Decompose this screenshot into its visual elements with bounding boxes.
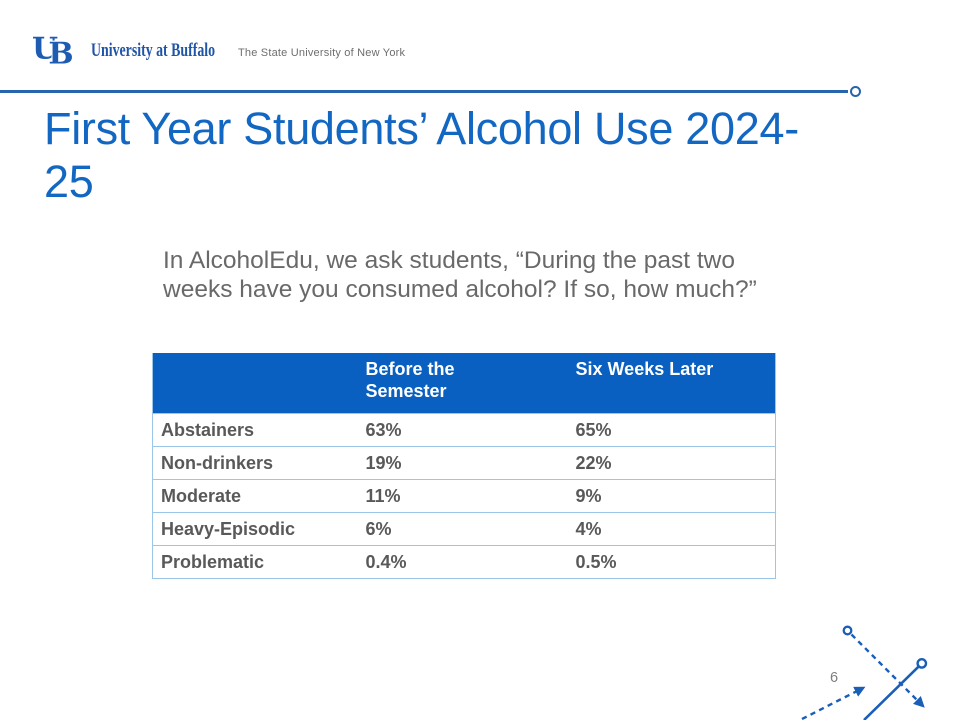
table-row: Non-drinkers 19% 22% [152,446,776,480]
logo-tagline: The State University of New York [238,47,406,59]
column-header-before: Before the Semester [357,353,568,414]
value-later: 9% [567,479,776,513]
value-before: 63% [357,413,568,447]
page-number: 6 [830,670,839,686]
column-header-empty [152,353,358,414]
value-later: 65% [567,413,776,447]
value-before: 6% [357,512,568,546]
header-divider-line [0,90,848,93]
divider-end-circle-icon [850,85,861,97]
alcohol-use-table: Before the Semester Six Weeks Later Abst… [152,353,776,579]
crossed-arrows-icon [801,625,928,720]
table-header-row: Before the Semester Six Weeks Later [152,353,776,414]
value-before: 0.4% [357,545,568,579]
value-later: 0.5% [567,545,776,579]
svg-text:B: B [48,36,73,65]
row-label: Problematic [152,545,358,579]
table-row: Problematic 0.4% 0.5% [152,545,776,579]
value-before: 11% [357,479,568,513]
logo-wordmark: University at Buffalo [91,40,216,61]
table-row: Moderate 11% 9% [152,479,776,513]
row-label: Heavy-Episodic [152,512,358,546]
row-label: Moderate [152,479,358,513]
value-before: 19% [357,446,568,480]
row-label: Non-drinkers [152,446,358,480]
row-label: Abstainers [152,413,358,447]
svg-text:U: U [33,35,58,65]
university-logo: U B University at Buffalo The State Univ… [0,0,960,90]
table-row: Heavy-Episodic 6% 4% [152,512,776,546]
table-row: Abstainers 63% 65% [152,413,776,447]
value-later: 22% [567,446,776,480]
value-later: 4% [567,512,776,546]
ub-monogram-icon: U B [33,35,75,65]
intro-paragraph: In AlcoholEdu, we ask students, “During … [163,247,757,303]
slide-title: First Year Students’ Alcohol Use 2024-25 [44,103,799,207]
column-header-later: Six Weeks Later [567,353,776,414]
